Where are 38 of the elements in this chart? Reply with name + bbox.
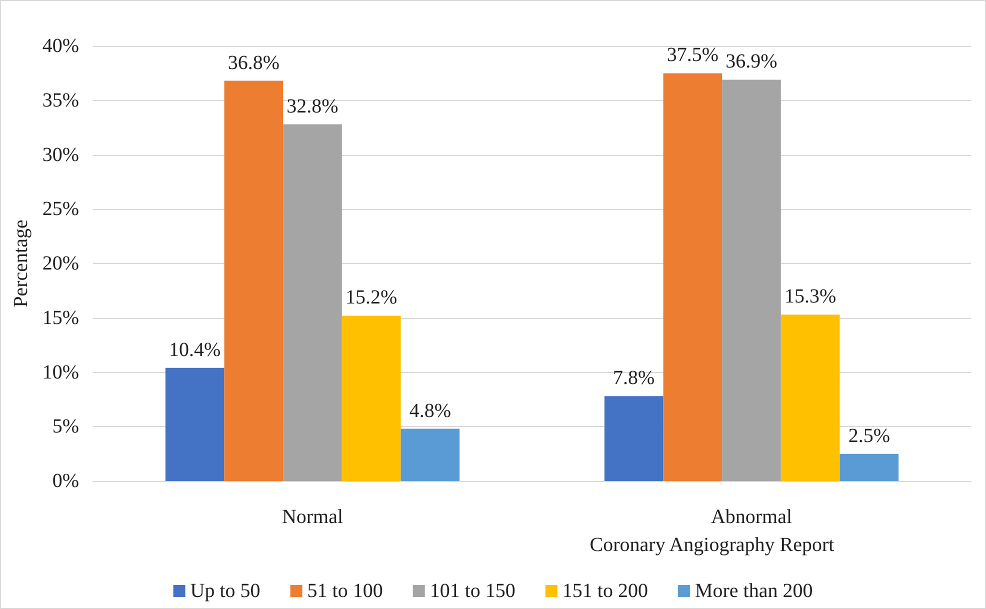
data-label: 10.4% (169, 338, 221, 361)
data-label: 7.8% (613, 367, 655, 390)
y-tick-label: 40% (42, 35, 79, 57)
legend-label: 101 to 150 (430, 580, 516, 602)
data-label: 36.8% (228, 52, 280, 74)
data-label: 15.2% (345, 286, 398, 309)
bar (663, 73, 722, 481)
bar (400, 428, 460, 481)
bar (165, 368, 224, 481)
bar (342, 316, 401, 481)
y-tick-label: 25% (42, 198, 79, 220)
legend-label: More than 200 (694, 580, 813, 602)
y-tick-label: 0% (52, 470, 79, 492)
bar (283, 124, 342, 481)
legend-label: 151 to 200 (562, 580, 648, 602)
x-tick-label: Normal (282, 506, 344, 528)
data-label: 37.5% (666, 44, 719, 66)
bar (840, 454, 899, 481)
data-label: 4.8% (409, 400, 451, 422)
y-tick-label: 30% (42, 144, 79, 166)
bar (780, 314, 840, 481)
y-axis-title: Percentage (10, 220, 32, 308)
data-label: 15.3% (784, 286, 836, 308)
x-tick-label: Abnormal (710, 506, 792, 528)
y-tick-label: 35% (42, 89, 79, 112)
y-tick-label: 20% (42, 252, 79, 274)
x-axis-title: Coronary Angiography Report (590, 534, 835, 556)
data-label: 32.8% (286, 95, 338, 118)
bar (722, 80, 781, 481)
bar (224, 80, 284, 481)
legend-label: 51 to 100 (307, 580, 383, 602)
data-label: 2.5% (848, 424, 890, 447)
legend-label: Up to 50 (190, 580, 260, 602)
bar (604, 396, 664, 481)
data-label: 36.9% (726, 50, 778, 73)
y-tick-label: 10% (42, 361, 79, 384)
y-tick-label: 5% (52, 416, 79, 438)
y-tick-label: 15% (42, 306, 79, 329)
